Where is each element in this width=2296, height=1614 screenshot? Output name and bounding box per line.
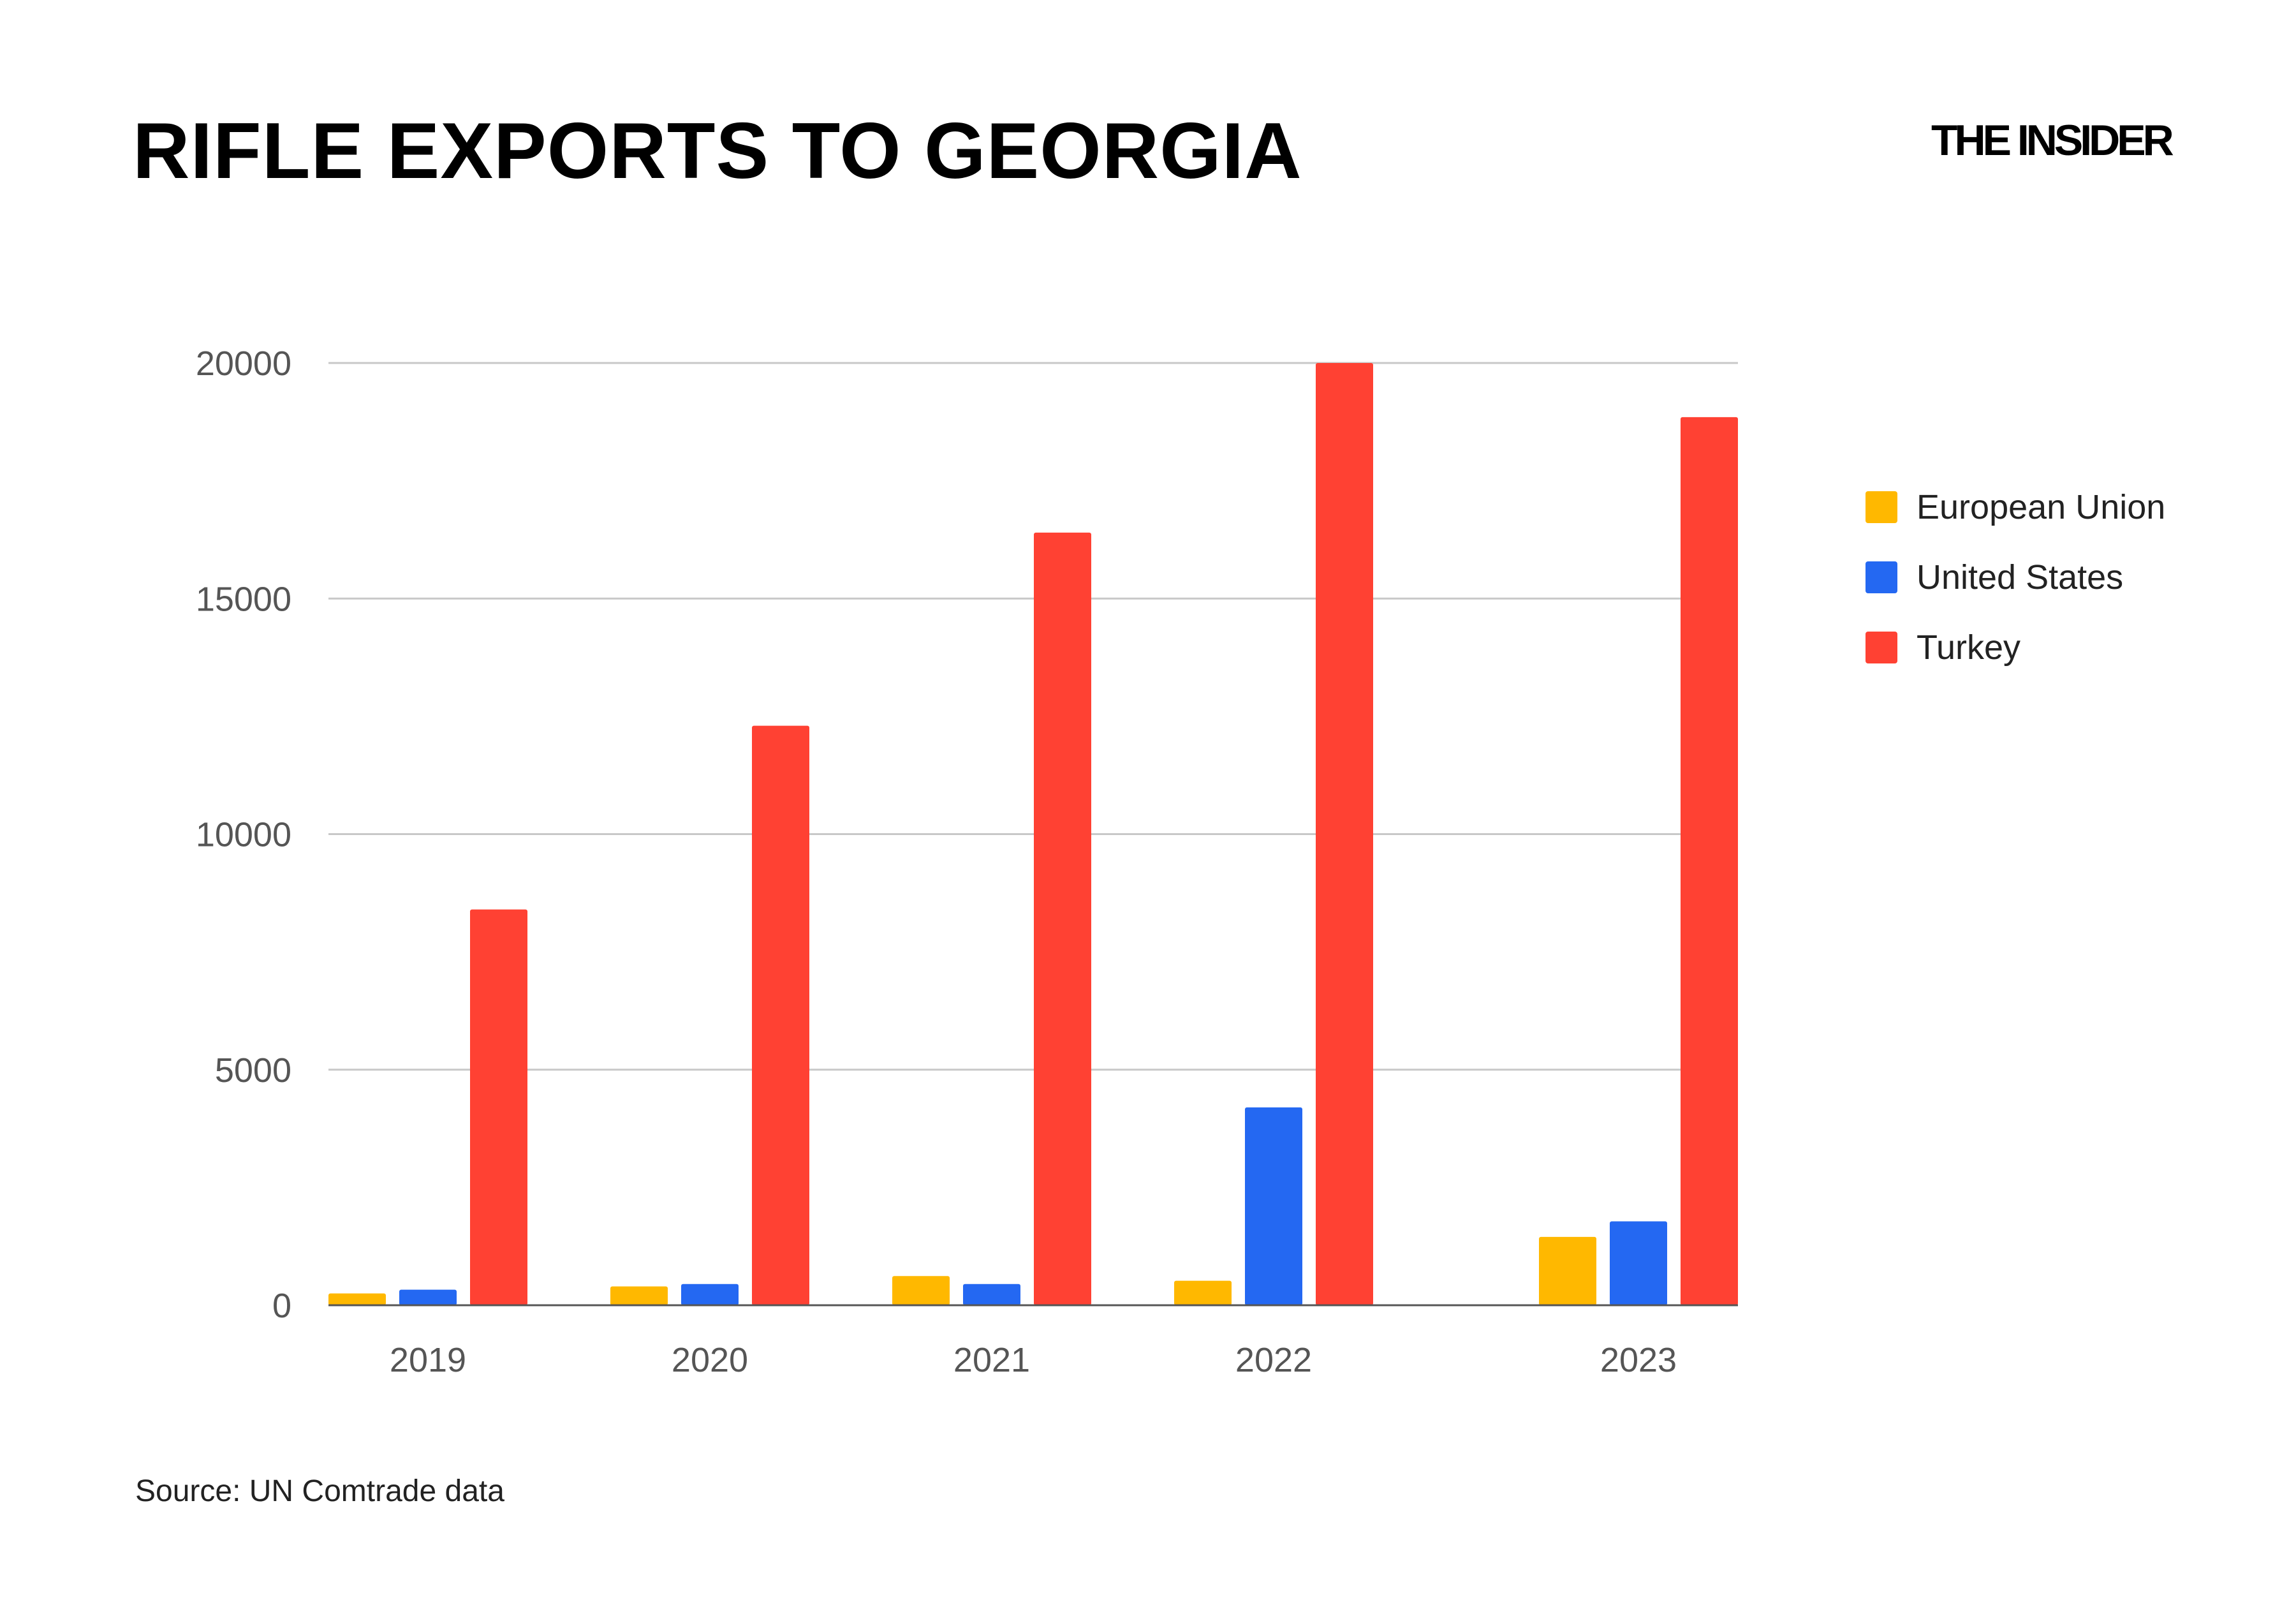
x-tick-label: 2022 (1235, 1341, 1312, 1379)
legend-label-turkey: Turkey (1917, 628, 2021, 667)
bar (681, 1284, 739, 1305)
source-note: Source: UN Comtrade data (135, 1474, 504, 1508)
bar (1539, 1236, 1596, 1305)
bar (328, 1293, 386, 1305)
bar (399, 1289, 457, 1305)
x-tick-label: 2020 (672, 1341, 748, 1379)
bar (892, 1276, 950, 1305)
legend-item-united-states: United States (1866, 555, 2165, 600)
bar (1316, 363, 1373, 1305)
bar (610, 1286, 668, 1305)
legend-label-european-union: European Union (1917, 488, 2166, 526)
y-tick-label: 5000 (215, 1051, 291, 1090)
legend-label-united-states: United States (1917, 558, 2124, 596)
legend-swatch-turkey (1866, 632, 1897, 663)
bar (1245, 1107, 1302, 1305)
bar (1610, 1221, 1667, 1305)
x-tick-label: 2019 (390, 1341, 466, 1379)
chart-title: RIFLE EXPORTS TO GEORGIA (133, 107, 1302, 195)
y-tick-label: 0 (272, 1287, 291, 1325)
y-tick-label: 10000 (196, 816, 291, 854)
x-tick-label: 2023 (1600, 1341, 1677, 1379)
bar (1034, 532, 1091, 1305)
legend-item-european-union: European Union (1866, 485, 2165, 529)
bar (470, 909, 527, 1305)
legend-item-turkey: Turkey (1866, 625, 2165, 670)
x-tick-label: 2021 (953, 1341, 1030, 1379)
legend-swatch-united-states (1866, 561, 1897, 593)
bar (752, 725, 809, 1305)
y-tick-label: 15000 (196, 580, 291, 618)
bar (963, 1284, 1020, 1305)
y-tick-label: 20000 (196, 344, 291, 383)
bar (1681, 417, 1738, 1305)
brand-logo: THE INSIDER (1931, 116, 2174, 165)
bar (1174, 1280, 1232, 1305)
legend-swatch-european-union (1866, 491, 1897, 523)
chart-legend: European Union United States Turkey (1866, 485, 2165, 695)
